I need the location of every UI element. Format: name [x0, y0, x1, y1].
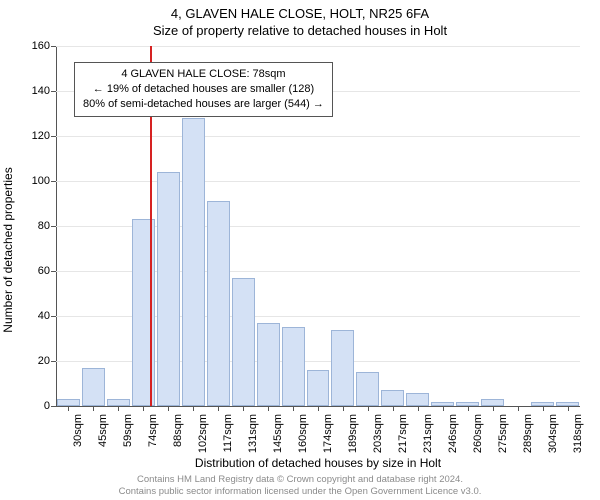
histogram-bar — [207, 201, 230, 406]
x-tick-label: 203sqm — [372, 414, 384, 453]
chart-title-block: 4, GLAVEN HALE CLOSE, HOLT, NR25 6FA Siz… — [0, 0, 600, 38]
histogram-bar — [381, 390, 404, 406]
histogram-bar — [257, 323, 280, 406]
x-tick — [493, 406, 494, 411]
grid-line — [56, 136, 580, 137]
x-tick-label: 145sqm — [272, 414, 284, 453]
x-tick — [468, 406, 469, 411]
info-line-2: ← 19% of detached houses are smaller (12… — [83, 82, 324, 97]
x-tick — [368, 406, 369, 411]
grid-line — [56, 46, 580, 47]
y-tick — [51, 271, 56, 272]
x-tick-label: 88sqm — [172, 414, 184, 447]
chart-title-sub: Size of property relative to detached ho… — [0, 23, 600, 38]
x-tick-label: 275sqm — [497, 414, 509, 453]
x-tick-label: 117sqm — [222, 414, 234, 452]
x-tick — [68, 406, 69, 411]
x-tick-label: 102sqm — [197, 414, 209, 453]
x-tick-label: 74sqm — [147, 414, 159, 447]
x-tick — [143, 406, 144, 411]
x-tick — [93, 406, 94, 411]
x-tick-label: 289sqm — [522, 414, 534, 453]
x-tick — [343, 406, 344, 411]
y-tick-label: 20 — [20, 355, 50, 367]
x-tick-label: 160sqm — [297, 414, 309, 453]
histogram-bar — [481, 399, 504, 406]
histogram-bar — [157, 172, 180, 406]
y-tick — [51, 406, 56, 407]
y-tick-label: 0 — [20, 400, 50, 412]
x-tick — [543, 406, 544, 411]
footer-line-1: Contains HM Land Registry data © Crown c… — [0, 474, 600, 486]
histogram-bar — [107, 399, 130, 406]
histogram-bar — [57, 399, 80, 406]
x-tick — [218, 406, 219, 411]
footer: Contains HM Land Registry data © Crown c… — [0, 474, 600, 498]
x-tick — [568, 406, 569, 411]
histogram-bar — [331, 330, 354, 407]
x-tick-label: 189sqm — [347, 414, 359, 453]
y-tick — [51, 136, 56, 137]
histogram-bar — [307, 370, 330, 406]
y-tick-label: 60 — [20, 265, 50, 277]
y-tick-label: 160 — [20, 40, 50, 52]
y-tick — [51, 46, 56, 47]
y-tick-label: 140 — [20, 85, 50, 97]
histogram-bar — [182, 118, 205, 406]
histogram-bar — [356, 372, 379, 406]
y-tick — [51, 91, 56, 92]
histogram-bar — [232, 278, 255, 406]
y-tick — [51, 316, 56, 317]
x-tick-label: 318sqm — [572, 414, 584, 453]
y-tick — [51, 361, 56, 362]
x-tick-label: 231sqm — [422, 414, 434, 453]
x-tick — [518, 406, 519, 411]
x-tick-label: 304sqm — [547, 414, 559, 453]
x-tick — [393, 406, 394, 411]
footer-line-2: Contains public sector information licen… — [0, 486, 600, 498]
y-tick-label: 40 — [20, 310, 50, 322]
chart-area: 02040608010012014016030sqm45sqm59sqm74sq… — [56, 46, 580, 406]
info-box: 4 GLAVEN HALE CLOSE: 78sqm ← 19% of deta… — [74, 62, 333, 117]
histogram-bar — [282, 327, 305, 406]
x-tick — [118, 406, 119, 411]
x-tick — [318, 406, 319, 411]
x-tick — [293, 406, 294, 411]
x-tick — [268, 406, 269, 411]
histogram-bar — [82, 368, 105, 406]
y-tick-label: 80 — [20, 220, 50, 232]
x-axis-label: Distribution of detached houses by size … — [56, 456, 580, 470]
x-tick-label: 30sqm — [72, 414, 84, 447]
x-tick-label: 59sqm — [122, 414, 134, 447]
y-tick — [51, 226, 56, 227]
x-tick — [193, 406, 194, 411]
x-tick-label: 131sqm — [247, 414, 259, 453]
x-tick-label: 260sqm — [472, 414, 484, 453]
x-tick — [243, 406, 244, 411]
y-axis-label: Number of detached properties — [1, 167, 15, 332]
y-tick-label: 120 — [20, 130, 50, 142]
x-tick-label: 45sqm — [97, 414, 109, 447]
y-tick-label: 100 — [20, 175, 50, 187]
x-tick-label: 246sqm — [447, 414, 459, 453]
info-line-3: 80% of semi-detached houses are larger (… — [83, 97, 324, 112]
x-tick-label: 174sqm — [322, 414, 334, 453]
chart-title-main: 4, GLAVEN HALE CLOSE, HOLT, NR25 6FA — [0, 6, 600, 21]
info-line-1: 4 GLAVEN HALE CLOSE: 78sqm — [83, 67, 324, 82]
x-tick — [168, 406, 169, 411]
grid-line — [56, 181, 580, 182]
x-tick — [443, 406, 444, 411]
histogram-bar — [406, 393, 429, 407]
y-tick — [51, 181, 56, 182]
x-tick-label: 217sqm — [397, 414, 409, 453]
x-tick — [418, 406, 419, 411]
